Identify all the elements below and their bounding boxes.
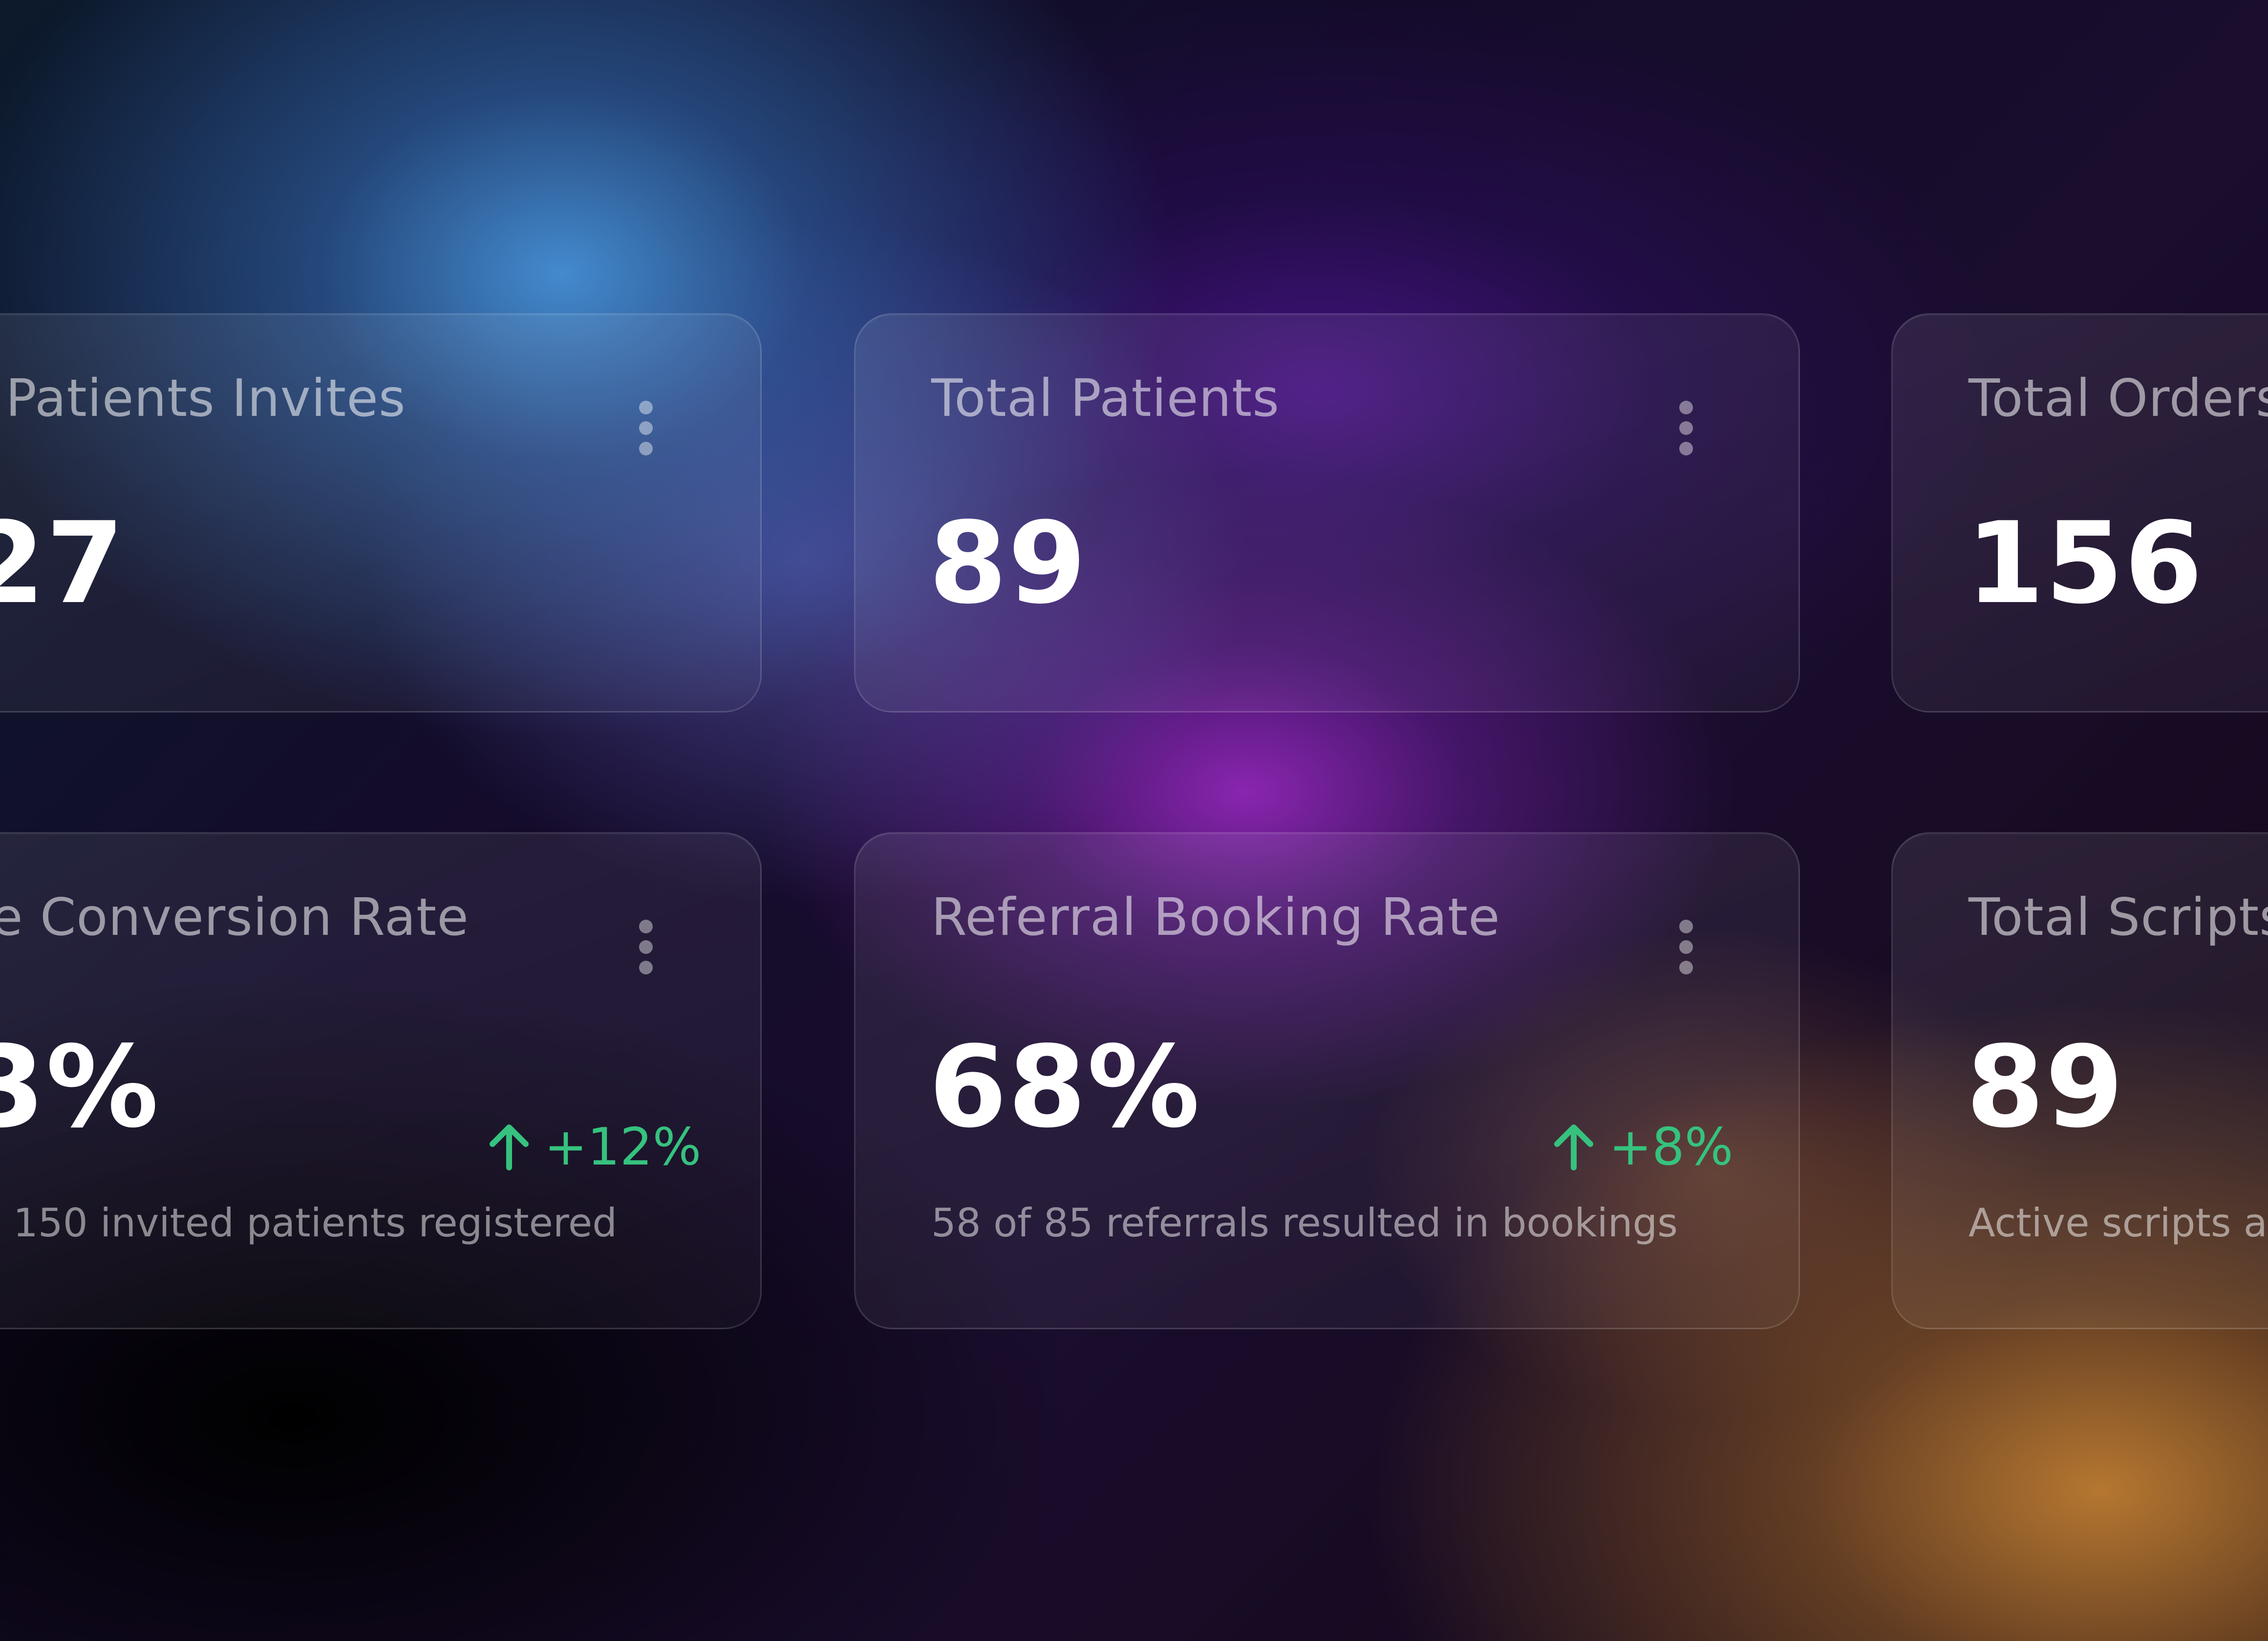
card-value: 68% bbox=[929, 1022, 1201, 1153]
trend-value: +12% bbox=[544, 1117, 702, 1177]
more-vertical-icon[interactable] bbox=[631, 397, 661, 470]
card-value: 27 bbox=[0, 498, 126, 629]
trend-indicator: +12% bbox=[485, 1117, 701, 1177]
card-referral-booking-rate[interactable]: Referral Booking Rate 68% +8% 58 of 85 r… bbox=[854, 832, 1800, 1329]
more-vertical-icon[interactable] bbox=[631, 916, 661, 989]
card-total-orders[interactable]: Total Orders 156 bbox=[1891, 313, 2268, 713]
card-caption: 150 invited patients registered bbox=[13, 1200, 617, 1246]
card-conversion-rate[interactable]: e Conversion Rate 3% +12% 150 invited pa… bbox=[0, 832, 762, 1329]
card-title: Total Patients bbox=[931, 368, 1280, 428]
card-title: l Patients Invites bbox=[0, 368, 406, 428]
card-total-patients[interactable]: Total Patients 89 bbox=[854, 313, 1800, 713]
card-caption: 58 of 85 referrals resulted in bookings bbox=[931, 1200, 1678, 1246]
arrow-up-icon bbox=[490, 1124, 529, 1170]
arrow-up-icon bbox=[1554, 1124, 1593, 1170]
card-caption: Active scripts acr bbox=[1968, 1200, 2268, 1246]
card-title: Referral Booking Rate bbox=[931, 887, 1500, 947]
more-vertical-icon[interactable] bbox=[1671, 916, 1701, 989]
card-title: Total Orders bbox=[1968, 368, 2268, 428]
trend-value: +8% bbox=[1609, 1117, 1733, 1177]
trend-indicator: +8% bbox=[1549, 1117, 1733, 1177]
card-value: 89 bbox=[1966, 1022, 2125, 1153]
card-title: e Conversion Rate bbox=[0, 887, 469, 947]
card-total-patient-invites[interactable]: l Patients Invites 27 bbox=[0, 313, 762, 713]
card-value: 3% bbox=[0, 1022, 160, 1153]
card-value: 156 bbox=[1966, 498, 2204, 629]
more-vertical-icon[interactable] bbox=[1671, 397, 1701, 470]
card-total-scripts[interactable]: Total Scripts 89 Active scripts acr bbox=[1891, 832, 2268, 1329]
card-value: 89 bbox=[929, 498, 1088, 629]
card-title: Total Scripts bbox=[1968, 887, 2268, 947]
